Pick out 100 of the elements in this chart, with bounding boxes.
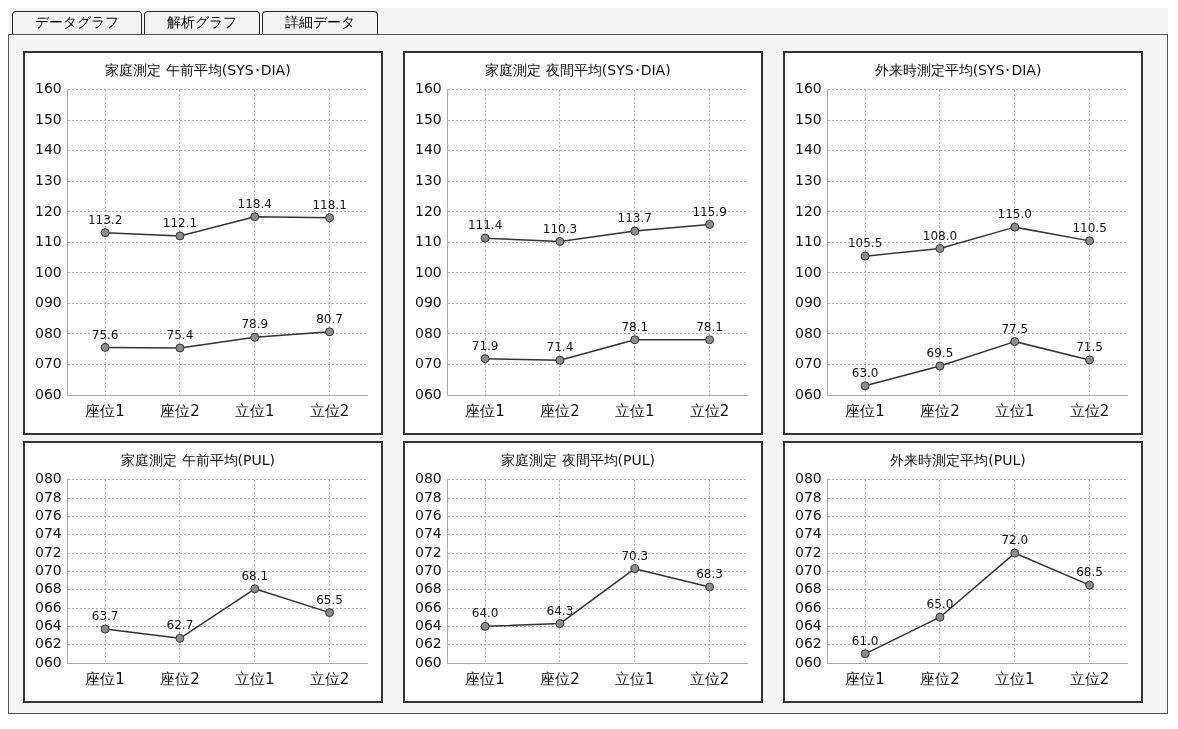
point [325, 608, 335, 618]
y-tick-label: 076 [794, 507, 822, 524]
y-tick-label: 064 [794, 617, 822, 633]
x-tick-label: 座位2 [160, 669, 200, 688]
data-label: 61.0 [851, 633, 879, 648]
point [1010, 337, 1020, 347]
x-tick-label: 立位2 [689, 669, 730, 688]
y-tick-label: 060 [414, 385, 442, 402]
y-tick-label: 062 [794, 635, 822, 652]
y-tick-label: 068 [414, 580, 442, 597]
y-tick-label: 080 [414, 470, 442, 487]
y-tick-label: 066 [794, 598, 822, 615]
x-tick-label: 立位2 [309, 401, 350, 420]
y-tick-label: 078 [414, 488, 442, 505]
y-tick-label: 080 [34, 470, 62, 487]
y-tick-label: 060 [794, 385, 822, 402]
data-label: 65.0 [926, 597, 954, 612]
x-tick-label: 立位2 [1069, 669, 1110, 688]
data-label: 80.7 [316, 311, 343, 326]
data-label: 78.1 [696, 319, 723, 334]
y-tick-label: 060 [794, 653, 822, 670]
point [630, 564, 640, 574]
x-tick-label: 立位2 [689, 401, 730, 420]
y-tick-label: 090 [34, 294, 62, 311]
x-tick-label: 立位1 [995, 669, 1035, 688]
y-tick-label: 072 [414, 543, 442, 560]
point [935, 612, 945, 622]
x-tick-label: 立位2 [309, 669, 350, 688]
point [480, 233, 490, 243]
x-tick-label: 座位1 [85, 669, 125, 688]
point [480, 621, 490, 631]
y-tick-label: 100 [34, 263, 62, 280]
point [175, 633, 185, 643]
y-tick-label: 140 [794, 141, 822, 158]
text: 解析グラフ [144, 11, 260, 34]
y-tick-label: 110 [414, 233, 442, 250]
y-tick-label: 130 [414, 172, 442, 188]
y-tick-label: 062 [414, 635, 442, 652]
data-label: 70.3 [621, 548, 649, 563]
point [1085, 355, 1095, 365]
data-label: 64.3 [546, 603, 574, 618]
point [100, 342, 110, 352]
x-tick-label: 座位1 [845, 669, 885, 688]
point [555, 236, 565, 246]
x-tick-label: 座位1 [845, 401, 885, 420]
y-tick-label: 150 [34, 110, 62, 127]
y-tick-label: 130 [794, 172, 822, 188]
y-tick-label: 080 [414, 324, 442, 341]
data-label: 75.4 [166, 328, 194, 343]
y-tick-label: 076 [414, 507, 442, 524]
data-label: 105.5 [847, 236, 883, 251]
y-tick-label: 080 [794, 324, 822, 341]
y-tick-label: 100 [414, 263, 442, 280]
data-label: 69.5 [926, 346, 954, 361]
point [1010, 548, 1020, 558]
point [935, 244, 945, 253]
y-tick-label: 066 [34, 598, 62, 615]
point [250, 212, 260, 222]
y-tick-label: 150 [794, 110, 822, 127]
data-label: 62.7 [166, 618, 194, 633]
point [100, 624, 110, 634]
data-label: 64.0 [471, 606, 499, 621]
x-tick-label: 座位2 [540, 401, 580, 420]
point [860, 381, 870, 391]
y-tick-label: 080 [34, 324, 62, 341]
y-tick-label: 064 [34, 617, 62, 633]
y-tick-label: 140 [414, 141, 442, 158]
point [325, 327, 335, 337]
y-tick-label: 120 [414, 202, 442, 219]
y-tick-label: 160 [34, 80, 62, 97]
point [705, 219, 715, 229]
point [555, 355, 565, 365]
data-label: 112.1 [162, 216, 198, 231]
data-label: 65.5 [316, 592, 343, 607]
data-label: 78.9 [241, 317, 269, 332]
data-label: 71.4 [546, 340, 574, 355]
y-tick-label: 070 [414, 355, 442, 372]
y-tick-label: 120 [794, 202, 822, 219]
point [480, 354, 490, 364]
y-tick-label: 130 [34, 172, 62, 188]
data-label: 71.5 [1076, 340, 1103, 355]
point [630, 335, 640, 345]
data-label: 108.0 [922, 228, 958, 243]
data-label: 78.1 [621, 319, 649, 334]
y-tick-label: 068 [34, 580, 62, 597]
data-label: 111.4 [467, 218, 503, 233]
y-tick-label: 060 [414, 653, 442, 670]
y-tick-label: 070 [34, 562, 62, 579]
data-label: 115.9 [692, 204, 727, 219]
text: 詳細データ [262, 11, 378, 34]
y-tick-label: 066 [414, 598, 442, 615]
data-label: 115.0 [997, 207, 1032, 222]
point [1085, 580, 1095, 590]
data-label: 118.1 [312, 197, 347, 212]
x-tick-label: 立位1 [235, 669, 275, 688]
x-tick-label: 座位1 [85, 401, 125, 420]
y-tick-label: 072 [34, 543, 62, 560]
y-tick-label: 070 [794, 355, 822, 372]
point [325, 213, 335, 223]
y-tick-label: 062 [34, 635, 62, 652]
